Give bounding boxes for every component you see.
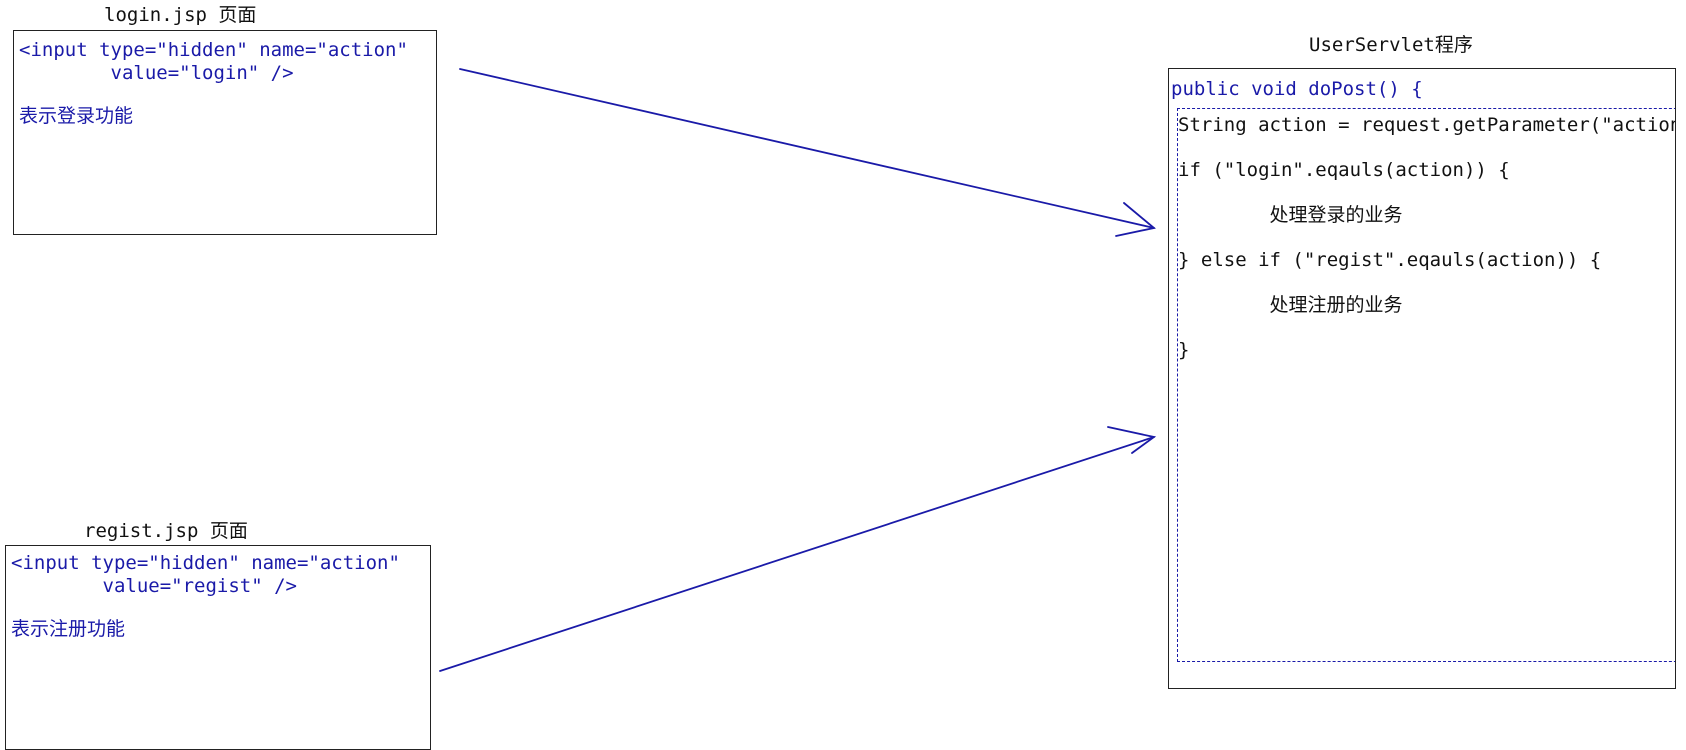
selection-dashed-outline: [1177, 108, 1675, 662]
servlet-method-line: public void doPost() {: [1171, 78, 1423, 100]
servlet-close-line: }: [1178, 339, 1190, 361]
login-to-servlet-arrow: [459, 68, 1157, 237]
servlet-if-line: if ("login".eqauls(action)) {: [1178, 159, 1510, 181]
servlet-else-if-line: } else if ("regist".eqauls(action)) {: [1178, 249, 1602, 271]
regist-to-servlet-arrow: [439, 426, 1157, 672]
servlet-login-body-line: 处理登录的业务: [1178, 204, 1403, 226]
servlet-param-line: String action = request.getParameter("ac…: [1178, 114, 1676, 136]
regist-code-line-2: value="regist" />: [11, 575, 297, 597]
regist-page-box: <input type="hidden" name="action" value…: [5, 545, 431, 750]
servlet-regist-body-line: 处理注册的业务: [1178, 294, 1403, 316]
regist-description: 表示注册功能: [11, 618, 126, 640]
login-code-line-2: value="login" />: [19, 62, 294, 84]
login-page-box: <input type="hidden" name="action" value…: [13, 30, 437, 235]
login-page-caption: login.jsp 页面: [104, 4, 257, 26]
servlet-caption: UserServlet程序: [1309, 34, 1473, 56]
regist-page-caption: regist.jsp 页面: [84, 520, 248, 542]
servlet-box: public void doPost() { String action = r…: [1168, 68, 1676, 689]
regist-code-line-1: <input type="hidden" name="action": [11, 552, 400, 574]
login-code-line-1: <input type="hidden" name="action": [19, 39, 408, 61]
login-description: 表示登录功能: [19, 105, 134, 127]
